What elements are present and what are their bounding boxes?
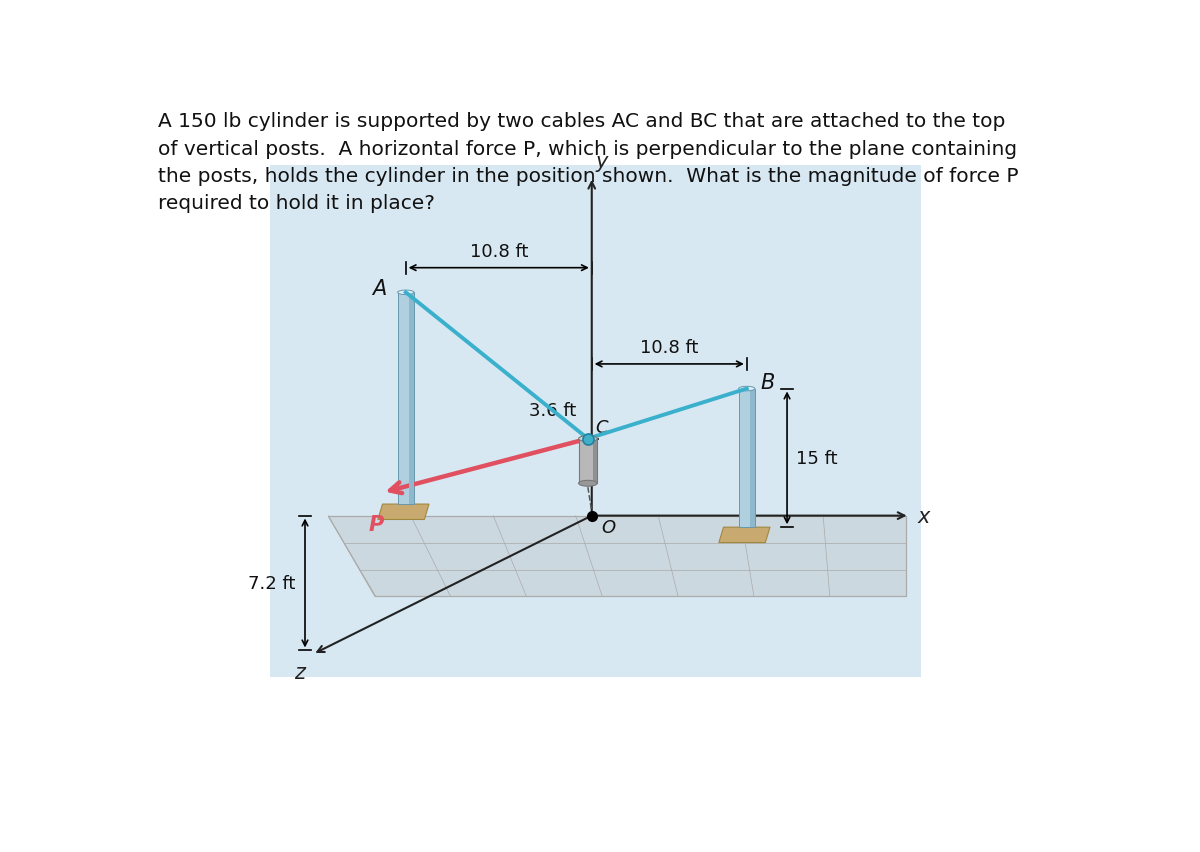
Polygon shape [750,389,755,527]
Text: 3.6 ft: 3.6 ft [529,402,577,420]
Text: 10.8 ft: 10.8 ft [469,243,528,261]
Text: C: C [595,419,608,437]
Text: A 150 lb cylinder is supported by two cables AC and BC that are attached to the : A 150 lb cylinder is supported by two ca… [157,112,1019,213]
Text: A: A [372,279,386,299]
Text: P: P [368,515,384,534]
Ellipse shape [397,291,414,296]
Polygon shape [593,439,598,484]
Polygon shape [739,389,755,527]
Polygon shape [270,166,922,677]
Ellipse shape [739,387,755,391]
Polygon shape [397,293,414,504]
Text: z: z [294,662,305,682]
Polygon shape [378,504,430,520]
Ellipse shape [578,436,598,442]
Text: 7.2 ft: 7.2 ft [248,574,295,592]
Text: O: O [601,518,616,536]
Polygon shape [719,527,770,543]
Ellipse shape [578,481,598,486]
Text: 10.8 ft: 10.8 ft [640,339,698,357]
Text: 15 ft: 15 ft [797,449,838,467]
Polygon shape [578,439,598,484]
Polygon shape [329,516,906,596]
Text: B: B [761,373,775,393]
Polygon shape [409,293,414,504]
Text: x: x [917,506,930,526]
Text: y: y [595,152,608,171]
